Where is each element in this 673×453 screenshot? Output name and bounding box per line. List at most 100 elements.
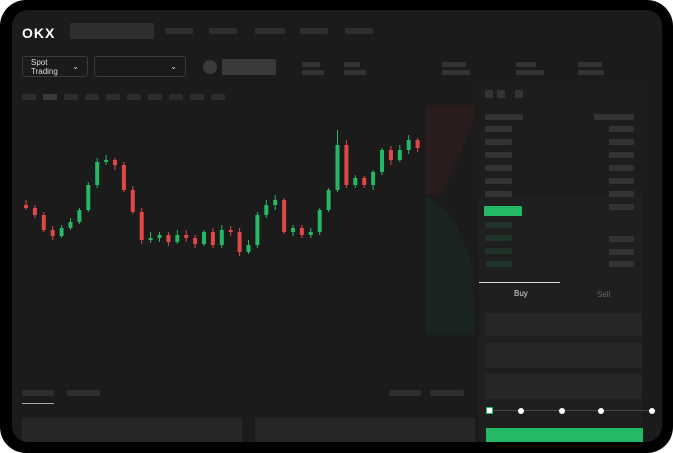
candlestick-chart[interactable] <box>12 10 472 310</box>
timeframe-button <box>64 94 78 100</box>
candle <box>50 230 55 236</box>
ask-price <box>485 178 512 184</box>
candle <box>362 178 367 185</box>
ask-amount <box>609 191 634 197</box>
chevron-down-icon: ⌄ <box>170 62 177 71</box>
amount-input[interactable] <box>485 343 642 368</box>
ask-amount <box>609 165 634 171</box>
nav-item[interactable] <box>209 28 237 34</box>
bid-price <box>485 235 512 241</box>
candle <box>77 210 82 222</box>
panel <box>22 418 242 442</box>
amount-slider[interactable] <box>486 407 655 414</box>
view-toggle-icon <box>485 90 493 98</box>
candle <box>308 232 313 235</box>
view-toggle-icon <box>515 90 523 98</box>
view-toggle-icon <box>497 90 505 98</box>
candle <box>121 165 126 190</box>
stat-placeholder <box>516 62 536 67</box>
tab-sell[interactable]: Sell <box>597 290 611 299</box>
tab-buy[interactable]: Buy <box>514 289 528 298</box>
timeframe-button <box>43 94 57 100</box>
candle <box>41 215 46 230</box>
ask-amount <box>609 126 634 132</box>
stat-placeholder <box>516 70 544 75</box>
slider-step[interactable] <box>559 408 565 414</box>
timeframe-button <box>211 94 225 100</box>
filter-button[interactable] <box>430 390 464 396</box>
candle <box>193 238 198 244</box>
stat-placeholder <box>302 70 324 75</box>
timeframe-button <box>127 94 141 100</box>
timeframe-button <box>148 94 162 100</box>
candle <box>86 185 91 210</box>
slider-step[interactable] <box>518 408 524 414</box>
nav-item[interactable] <box>255 28 285 34</box>
stat-placeholder <box>344 70 366 75</box>
search-bar[interactable] <box>70 23 154 39</box>
candle <box>210 232 215 245</box>
tab-indicator <box>22 403 54 404</box>
ask-price <box>485 126 512 132</box>
timeframe-button <box>85 94 99 100</box>
candle <box>299 228 304 235</box>
slider-step[interactable] <box>598 408 604 414</box>
candle <box>157 235 162 238</box>
timeframe-button <box>22 94 36 100</box>
candle <box>326 190 331 210</box>
candle <box>184 235 189 238</box>
filter-button[interactable] <box>389 390 421 396</box>
candle <box>113 160 117 165</box>
candle <box>166 235 171 242</box>
ask-price <box>485 191 512 197</box>
tab-history[interactable] <box>67 390 100 396</box>
ask-amount <box>609 178 634 184</box>
candle <box>175 235 180 242</box>
candle <box>264 205 269 215</box>
market-select[interactable]: Spot Trading ⌄ <box>22 56 88 77</box>
ask-amount <box>609 152 634 158</box>
candle <box>353 178 358 185</box>
nav-item[interactable] <box>345 28 373 34</box>
pair-select[interactable]: ⌄ <box>94 56 186 77</box>
tab-open-orders[interactable] <box>22 390 54 396</box>
stat-placeholder <box>442 62 466 67</box>
candle <box>273 200 278 205</box>
bid-amount <box>609 249 634 255</box>
candle <box>130 190 135 212</box>
ask-price <box>485 165 512 171</box>
slider-step[interactable] <box>649 408 655 414</box>
slider-handle[interactable] <box>486 407 493 414</box>
candle <box>255 215 260 245</box>
nav-item[interactable] <box>165 28 193 34</box>
buy-button[interactable] <box>486 428 643 442</box>
candle <box>246 245 251 252</box>
candle <box>59 228 64 236</box>
candle <box>282 200 287 232</box>
orderbook-panel: Buy Sell <box>479 86 655 442</box>
candle <box>32 208 37 215</box>
chevron-down-icon: ⌄ <box>72 62 79 71</box>
bid-amount <box>609 261 634 267</box>
pair-name <box>222 59 276 75</box>
ask-price <box>485 139 512 145</box>
last-price <box>484 206 522 216</box>
candle <box>139 212 144 240</box>
candle <box>415 140 420 148</box>
bid-price <box>485 248 512 254</box>
bid-amount <box>609 236 634 242</box>
stat-placeholder <box>344 62 360 67</box>
timeframe-button <box>190 94 204 100</box>
candle <box>228 230 233 232</box>
stat-placeholder <box>302 62 320 67</box>
candle <box>344 145 349 185</box>
candle <box>406 140 411 150</box>
stat-placeholder <box>442 70 470 75</box>
buy-tab-indicator <box>479 282 560 283</box>
candle <box>237 232 242 252</box>
nav-item[interactable] <box>300 28 328 34</box>
price-input[interactable] <box>485 313 642 336</box>
candle <box>68 222 73 228</box>
total-input[interactable] <box>485 374 642 399</box>
